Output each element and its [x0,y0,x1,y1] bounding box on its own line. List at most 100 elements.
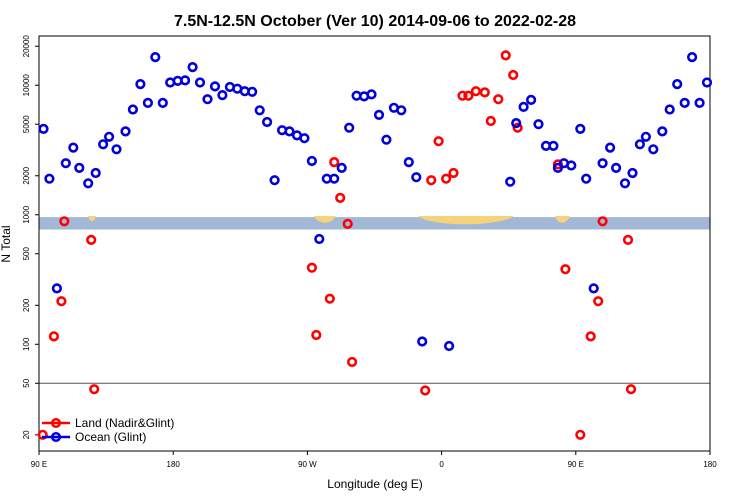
y-tick-label: 50 [22,378,31,387]
ocean-point [209,81,221,92]
ocean-point [83,178,94,189]
ocean-point [142,97,153,108]
ocean-point [648,144,659,155]
land-point [575,429,586,440]
land-point [441,173,452,184]
ocean-point [247,86,258,97]
ocean-point [97,139,109,150]
land-mass-shape-3 [555,216,570,223]
land-band [39,216,710,230]
land-mass-shape [418,216,514,225]
chart-title: 7.5N-12.5N October (Ver 10) 2014-09-06 t… [174,13,576,30]
ocean-point [254,105,265,116]
ocean-point [640,131,652,142]
ocean-point [299,133,310,144]
legend-label-land: Land (Nadir&Glint) [75,416,174,430]
ocean-point [552,162,564,173]
land-point [560,264,571,275]
land-point [324,293,335,304]
ocean-point [103,131,115,142]
land-mass-shape-2 [314,216,336,223]
land-point [342,218,353,229]
land-point [512,122,523,133]
ocean-point [511,117,522,129]
legend: Land (Nadir&Glint) Ocean (Glint) [42,416,174,444]
ocean-point [329,173,340,184]
land-point [420,385,431,396]
x-tick-label: 90 W [298,460,317,469]
land-point [329,157,340,168]
ocean-point [157,97,168,108]
ocean-point [150,51,161,63]
land-point [593,296,604,307]
ocean-point [588,283,599,294]
land-point [306,262,318,273]
y-tick-label: 20000 [22,35,31,58]
ocean-point [336,162,347,173]
land-point [89,384,100,395]
ocean-point [74,162,85,173]
ocean-point [657,126,668,137]
ocean-point [444,340,455,352]
ocean-point [90,167,101,179]
ocean-point [525,94,537,105]
y-axis: 20 50 100 200 500 1000 2000 5000 10000 20000 [22,35,39,439]
ocean-point [120,126,131,137]
land-point [479,87,490,98]
legend-entry-land: Land (Nadir&Glint) [42,416,174,430]
land-point [433,136,444,147]
y-tick-label: 5000 [22,115,31,133]
x-axis-label: Longitude (deg E) [327,477,422,491]
land-point [552,159,564,170]
ocean-point [634,139,646,150]
ocean-point [679,97,690,108]
land-point [335,192,346,203]
ocean-point [135,78,146,90]
x-tick-label: 180 [167,460,181,469]
plot-frame [38,35,711,452]
x-axis: 90 E 180 90 W 0 90 E 180 [31,451,717,469]
y-tick-label: 2000 [22,166,31,184]
ocean-point [627,167,638,179]
ocean-point [202,94,213,105]
ocean-point [180,75,191,86]
ocean-point [694,97,705,108]
ocean-point [51,283,63,294]
series-ocean [38,51,713,352]
land-point [622,234,634,245]
ocean-point [269,175,280,186]
ocean-point [575,123,586,134]
ocean-point [686,51,698,63]
land-point [448,167,459,179]
ocean-point [411,172,422,183]
ocean-point [373,109,385,120]
land-point [585,331,596,342]
land-point [597,216,608,227]
land-point [48,331,60,342]
ocean-point [518,101,529,112]
ocean-point [533,119,544,130]
ocean-point [581,173,592,184]
land-mass-shape-4 [88,216,96,222]
ocean-point [187,61,198,73]
ocean-point [672,78,683,90]
ocean-point [38,123,49,134]
y-tick-label: 1000 [22,205,31,223]
land-point [470,86,482,97]
land-point [508,69,519,81]
y-axis-label: N Total [0,225,13,262]
legend-label-ocean: Ocean (Glint) [75,430,146,444]
x-tick-label: 180 [703,460,717,469]
land-point [463,90,474,101]
land-point [56,296,67,307]
ocean-point [548,140,559,151]
ocean-point [306,155,318,167]
ocean-point [417,336,428,347]
data-points [37,50,713,440]
ocean-point [344,122,355,133]
y-tick-label: 100 [22,337,31,351]
ocean-point [217,89,228,101]
land-point [86,234,97,245]
land-point [311,329,322,341]
ocean-point [619,178,631,189]
